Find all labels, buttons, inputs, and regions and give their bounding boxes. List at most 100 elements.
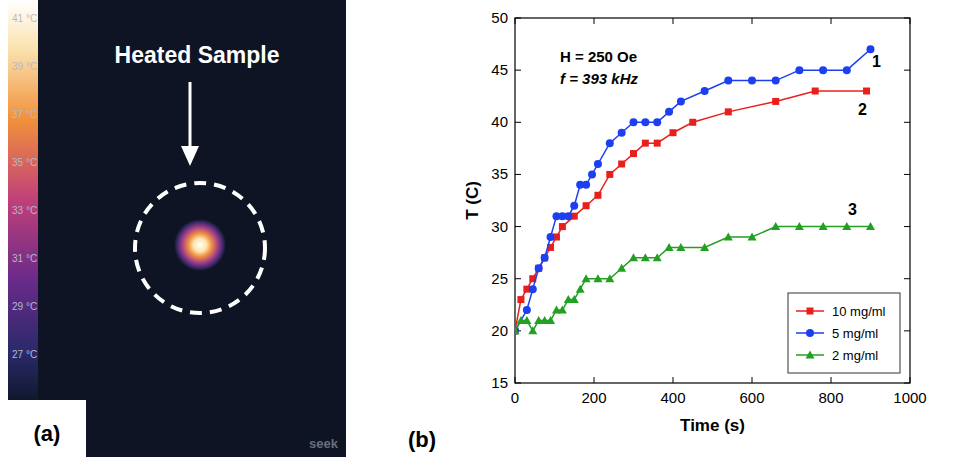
data-point (772, 77, 780, 85)
data-point (700, 243, 709, 251)
color-scale (8, 0, 38, 400)
y-tick (904, 383, 910, 384)
data-point (546, 316, 555, 324)
x-tick (673, 377, 674, 383)
plot-area (515, 45, 875, 335)
data-point (522, 316, 531, 324)
data-point (665, 243, 674, 251)
x-tick (515, 18, 516, 24)
x-tick-label: 0 (511, 389, 519, 406)
y-tick-label: 15 (491, 374, 508, 391)
data-point (867, 45, 875, 53)
data-point (594, 192, 601, 199)
x-tick (594, 18, 595, 24)
data-point (582, 274, 591, 282)
data-point (630, 150, 637, 157)
image-label: Heated Sample (115, 42, 280, 68)
data-point (588, 170, 596, 178)
x-axis-title: Time (s) (680, 416, 745, 435)
data-point (570, 202, 578, 210)
x-tick-label: 800 (818, 389, 843, 406)
data-point (819, 66, 827, 74)
brand: seek (309, 436, 339, 451)
data-point (559, 223, 566, 230)
y-tick-label: 35 (491, 165, 508, 182)
figure: 41 °C39 °C37 °C35 °C33 °C31 °C29 °C27 °C… (0, 0, 956, 457)
x-tick (910, 377, 911, 383)
scale-label: 35 °C (12, 157, 37, 168)
data-point (515, 326, 520, 334)
y-tick-label: 40 (491, 113, 508, 130)
data-point (641, 118, 649, 126)
x-tick (752, 18, 753, 24)
data-point (642, 140, 649, 147)
annotation: H = 250 Oe (560, 48, 637, 65)
data-point (535, 265, 542, 272)
data-point (594, 160, 602, 168)
series-label: 3 (848, 201, 857, 218)
data-point (606, 171, 613, 178)
data-point (529, 285, 537, 293)
data-point (564, 212, 572, 220)
x-tick (831, 18, 832, 24)
data-point (653, 118, 661, 126)
thermal-background (8, 0, 346, 457)
scale-label: 39 °C (12, 61, 37, 72)
data-point (863, 88, 870, 95)
data-point (819, 222, 828, 230)
x-tick (910, 18, 911, 24)
data-point (795, 66, 803, 74)
data-point (617, 264, 626, 272)
legend-text: 2 mg/ml (832, 348, 878, 363)
y-tick-label: 45 (491, 61, 508, 78)
scale-label: 37 °C (12, 109, 37, 120)
data-point (547, 233, 555, 241)
arrow-shaft (189, 82, 192, 150)
series-label: 2 (858, 101, 867, 118)
data-point (676, 243, 685, 251)
x-tick-label: 1000 (893, 389, 926, 406)
data-point (701, 87, 709, 95)
y-tick-label: 50 (491, 9, 508, 26)
series-label: 1 (872, 53, 881, 70)
data-point (618, 129, 626, 137)
y-tick (904, 18, 910, 19)
data-point (558, 306, 567, 314)
plot-frame (515, 18, 910, 383)
data-point (606, 139, 614, 147)
series-line (515, 49, 871, 331)
sample-outline (135, 183, 265, 313)
x-tick (831, 377, 832, 383)
data-point (523, 306, 531, 314)
y-tick-label: 20 (491, 322, 508, 339)
data-point (541, 254, 549, 262)
y-tick (515, 226, 521, 227)
x-tick (594, 377, 595, 383)
y-tick (904, 70, 910, 71)
scale-label: 31 °C (12, 253, 37, 264)
data-point (842, 222, 851, 230)
y-tick (515, 383, 521, 384)
annotation: f = 393 kHz (560, 70, 638, 87)
data-point (641, 253, 650, 261)
data-point (582, 181, 590, 189)
legend-marker (807, 308, 814, 315)
x-tick-label: 400 (660, 389, 685, 406)
x-tick (673, 18, 674, 24)
y-tick (515, 174, 521, 175)
panel-label: (b) (408, 427, 436, 452)
panel-label-box (8, 400, 86, 457)
data-point (689, 119, 696, 126)
legend-text: 5 mg/ml (832, 326, 878, 341)
data-point (665, 108, 673, 116)
data-point (724, 77, 732, 85)
y-tick (904, 330, 910, 331)
x-tick (752, 377, 753, 383)
x-tick-label: 600 (739, 389, 764, 406)
hot-spot (174, 219, 226, 271)
data-point (535, 264, 543, 272)
y-tick (515, 278, 521, 279)
y-tick (515, 18, 521, 19)
data-point (653, 253, 662, 261)
data-point (576, 285, 585, 293)
